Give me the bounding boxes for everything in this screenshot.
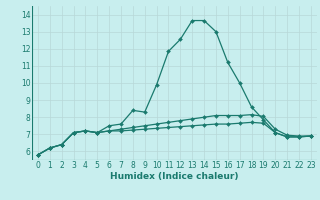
- X-axis label: Humidex (Indice chaleur): Humidex (Indice chaleur): [110, 172, 239, 181]
